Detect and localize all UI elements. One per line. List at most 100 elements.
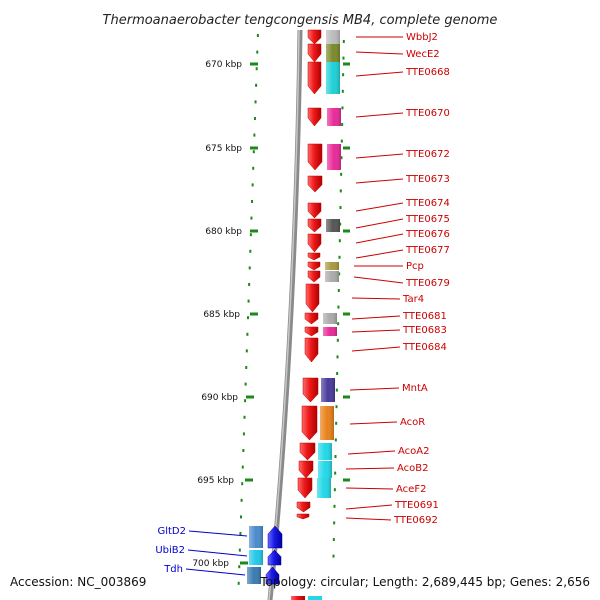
gene-arrow-forward-partial (291, 596, 305, 600)
gene-label-reverse[interactable]: Tdh (163, 564, 183, 575)
axis-minor-dot (340, 139, 343, 143)
gene-arrow-forward[interactable] (307, 233, 322, 253)
axis-tick-label: 680 kbp (205, 227, 242, 237)
gene-label-forward[interactable]: TTE0681 (402, 311, 447, 322)
axis-minor-dot (241, 465, 244, 469)
gene-arrow-forward[interactable] (297, 477, 313, 499)
gene-arrow-forward[interactable] (307, 143, 323, 171)
axis-tick-mark (250, 62, 258, 66)
track-tick-mark (343, 312, 350, 316)
gene-arrow-forward[interactable] (307, 202, 322, 219)
gene-arrow-forward[interactable] (307, 61, 322, 95)
gene-arrow-forward[interactable] (307, 252, 321, 261)
gene-label-forward[interactable]: WecE2 (406, 49, 440, 60)
gene-label-forward[interactable]: TTE0673 (405, 174, 450, 185)
gene-category-shading (327, 108, 341, 126)
gene-leader-line (355, 249, 404, 259)
gene-arrow-forward[interactable] (307, 261, 321, 271)
gene-label-forward[interactable]: TTE0670 (405, 108, 450, 119)
gene-leader-line (345, 487, 394, 490)
gene-arrow-forward[interactable] (307, 270, 321, 283)
gene-label-forward[interactable]: TTE0675 (405, 214, 450, 225)
gene-leader-line (353, 276, 404, 284)
gene-arrow-reverse[interactable] (267, 525, 283, 549)
axis-tick-mark (246, 395, 254, 399)
axis-tick-label: 690 kbp (201, 393, 238, 403)
gene-category-shading (249, 550, 263, 565)
gene-label-forward[interactable]: TTE0668 (405, 67, 450, 78)
gene-label-forward[interactable]: TTE0679 (405, 278, 450, 289)
gene-arrow-forward[interactable] (296, 501, 311, 513)
genome-backbone (267, 29, 303, 600)
gene-arrow-forward[interactable] (307, 29, 322, 45)
gene-arrow-forward[interactable] (299, 442, 316, 461)
gene-label-forward[interactable]: TTE0674 (405, 198, 450, 209)
axis-tick-mark (250, 312, 258, 316)
axis-minor-dot (339, 222, 342, 226)
axis-ticks: 670 kbp 675 kbp 680 kbp 685 kbp 690 kbp 695 k… (192, 60, 258, 569)
axis-minor-dot (335, 405, 338, 409)
axis-minor-dot (335, 388, 338, 392)
gene-arrow-forward[interactable] (307, 43, 322, 63)
gene-label-forward[interactable]: TTE0691 (394, 500, 439, 511)
axis-minor-dot (338, 255, 341, 259)
gene-label-forward[interactable]: TTE0692 (393, 515, 438, 526)
accession-text: Accession: NC_003869 (10, 575, 146, 589)
gene-category-shading (249, 526, 263, 548)
gene-leader-line (351, 329, 401, 333)
gene-arrow-forward[interactable] (307, 175, 323, 193)
gene-arrow-reverse[interactable] (267, 549, 282, 566)
gene-label-forward[interactable]: AcoA2 (398, 446, 429, 457)
gene-label-forward[interactable]: MntA (402, 383, 428, 394)
track-tick-mark (343, 62, 350, 66)
gene-leader-line (351, 315, 401, 320)
gene-leader-line (355, 153, 404, 159)
axis-minor-dot (337, 322, 340, 326)
gene-label-forward[interactable]: AceF2 (396, 484, 426, 495)
axis-minor-dot (332, 538, 335, 541)
gene-label-forward[interactable]: TTE0672 (405, 149, 450, 160)
gene-label-forward[interactable]: TTE0677 (405, 245, 450, 256)
gene-label-reverse[interactable]: UbiB2 (155, 545, 185, 556)
gene-leader-line (355, 71, 404, 77)
gene-leader-line (187, 549, 248, 557)
gene-leader-line (345, 517, 392, 521)
axis-minor-dot (240, 515, 243, 519)
gene-label-forward[interactable]: WbbJ2 (406, 32, 438, 43)
gene-arrow-forward[interactable] (305, 283, 320, 313)
gene-label-reverse[interactable]: GltD2 (157, 526, 186, 537)
axis-minor-dot (255, 67, 258, 71)
gene-label-forward[interactable]: AcoR (400, 417, 425, 428)
gene-arrow-forward[interactable] (304, 312, 319, 325)
gene-arrow-forward[interactable] (304, 337, 319, 363)
gene-leader-line (355, 178, 404, 184)
axis-minor-dot (337, 305, 340, 309)
gene-arrow-forward[interactable] (298, 460, 314, 479)
axis-minor-dot (256, 34, 259, 37)
gene-category-shading (323, 313, 337, 324)
axis-tick-label: 675 kbp (205, 144, 242, 154)
gene-arrow-forward[interactable] (301, 405, 318, 441)
gene-arrow-forward[interactable] (304, 326, 319, 337)
axis-minor-dot (253, 117, 256, 120)
gene-category-shading (323, 327, 337, 336)
axis-minor-dot (250, 216, 253, 220)
gene-label-forward[interactable]: Tar4 (402, 294, 424, 305)
gene-arrow-forward[interactable] (302, 377, 319, 403)
gene-category-shading (247, 567, 261, 584)
gene-label-forward[interactable]: AcoB2 (397, 463, 429, 474)
gene-label-forward[interactable]: Pcp (406, 261, 424, 272)
axis-minor-dot (248, 266, 251, 270)
gene-arrow-forward[interactable] (296, 513, 310, 520)
axis-tick-mark (245, 478, 253, 482)
axis-minor-dot (334, 471, 337, 475)
gene-label-forward[interactable]: TTE0676 (405, 229, 450, 240)
gene-arrow-forward[interactable] (307, 107, 322, 127)
gene-label-forward[interactable]: TTE0684 (402, 342, 447, 353)
gene-arrow-forward[interactable] (307, 218, 322, 233)
axis-minor-dot (336, 355, 339, 359)
gene-arrow-reverse[interactable] (265, 566, 280, 585)
gene-category-shading (326, 30, 340, 44)
gene-label-forward[interactable]: TTE0683 (402, 325, 447, 336)
